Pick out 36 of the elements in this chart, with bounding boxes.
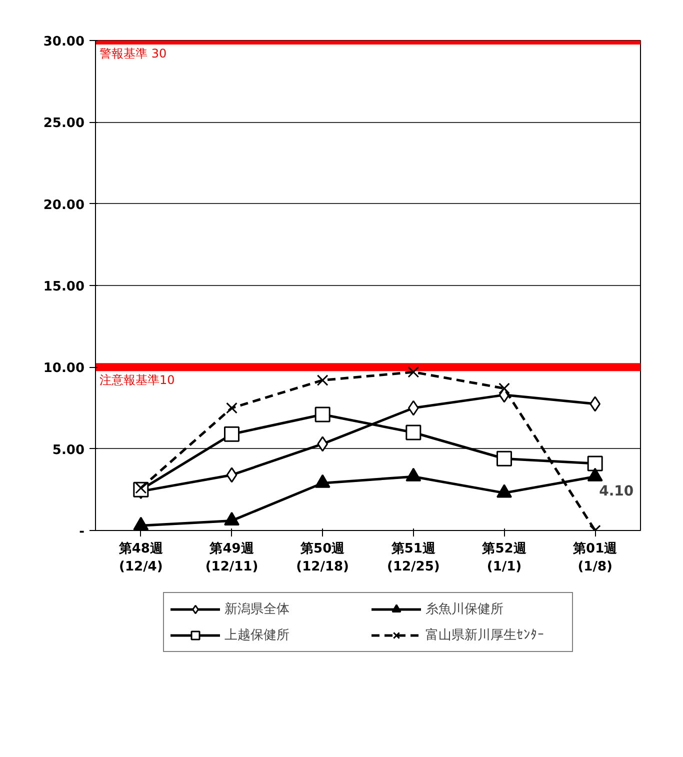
x-tick-label: 第01週 (1/8): [572, 542, 618, 574]
point: [406, 468, 422, 482]
legend-label: 糸魚川保健所: [426, 601, 504, 618]
point: [406, 424, 422, 440]
x-tick-label: 第49週 (12/11): [205, 542, 258, 574]
legend-label: 上越保健所: [224, 627, 290, 644]
y-tick-label: 10.00: [43, 361, 85, 376]
y-tick-label: 5.00: [52, 442, 85, 458]
y-tick-label: 25.00: [43, 116, 85, 132]
point: [496, 450, 512, 466]
point: [226, 402, 238, 414]
y-tick-label: 30.00: [43, 34, 85, 50]
x-tick-label: 第51週 (12/25): [387, 542, 440, 574]
point: [314, 474, 330, 488]
legend-label: 富山県新川厚生ｾﾝﾀｰ: [426, 627, 546, 644]
ref-line-label: 警報基準 30: [100, 46, 167, 60]
point: [224, 512, 240, 526]
point: [316, 374, 328, 386]
y-tick-label: 15.00: [43, 280, 85, 294]
y-tick-label: -: [79, 524, 85, 540]
x-tick-label: 第52週 (1/1): [481, 542, 528, 574]
ref-line-label: 注意報基準10: [100, 373, 175, 388]
point: [224, 426, 240, 442]
annotation: 4.10: [599, 484, 634, 500]
point: [408, 366, 420, 378]
point: [314, 406, 330, 422]
point: [498, 382, 510, 394]
x-tick-label: 第50週 (12/18): [296, 542, 349, 574]
point: [496, 484, 512, 498]
point: [133, 516, 149, 530]
y-tick-label: 20.00: [43, 198, 85, 213]
point: [587, 468, 603, 482]
legend-label: 新潟県全体: [224, 601, 290, 618]
point: [587, 456, 603, 472]
point: [226, 467, 238, 483]
x-tick-label: 第48週 (12/4): [118, 542, 164, 574]
